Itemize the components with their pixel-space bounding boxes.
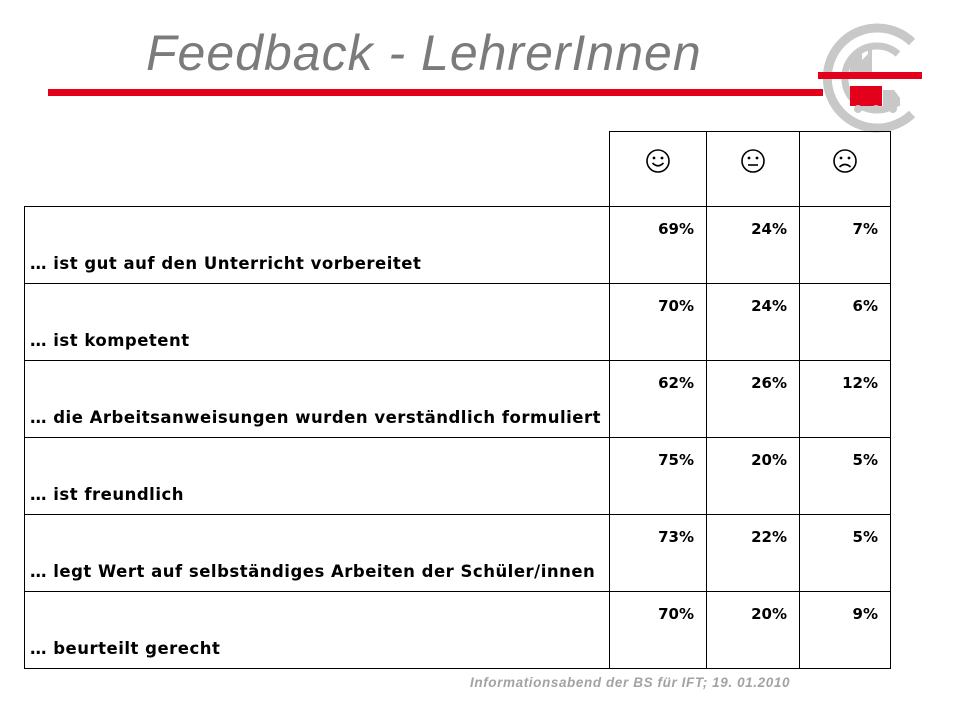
row-label: … legt Wert auf selbständiges Arbeiten d… [30, 562, 596, 581]
table-row: … legt Wert auf selbständiges Arbeiten d… [24, 514, 891, 592]
value-positive: 70% [609, 283, 707, 361]
value-positive: 73% [609, 514, 707, 592]
slide-title: Feedback - LehrerInnen [146, 25, 702, 81]
row-label: … ist freundlich [30, 485, 185, 504]
value-positive: 70% [609, 591, 707, 669]
row-label: … die Arbeitsanweisungen wurden verständ… [30, 408, 602, 427]
value-neutral: 20% [706, 591, 800, 669]
row-label-cell: … die Arbeitsanweisungen wurden verständ… [24, 360, 610, 438]
title-underline [48, 89, 823, 96]
row-label-cell: … legt Wert auf selbständiges Arbeiten d… [24, 514, 610, 592]
school-logo-icon [818, 23, 922, 133]
value-neutral: 24% [706, 206, 800, 284]
header-cell-negative [799, 131, 891, 207]
value-negative: 5% [799, 514, 891, 592]
smiley-sad-icon [833, 149, 857, 173]
row-label-cell: … ist kompetent [24, 283, 610, 361]
value-negative: 6% [799, 283, 891, 361]
table-row: … beurteilt gerecht 70% 20% 9% [24, 591, 891, 669]
value-negative: 12% [799, 360, 891, 438]
value-positive: 62% [609, 360, 707, 438]
value-neutral: 20% [706, 437, 800, 515]
row-label-cell: … ist gut auf den Unterricht vorbereitet [24, 206, 610, 284]
table-row: … ist gut auf den Unterricht vorbereitet… [24, 206, 891, 284]
header-cell-neutral [706, 131, 800, 207]
row-label: … ist gut auf den Unterricht vorbereitet [30, 254, 422, 273]
value-negative: 7% [799, 206, 891, 284]
row-label-cell: … beurteilt gerecht [24, 591, 610, 669]
table-row: … ist kompetent 70% 24% 6% [24, 283, 891, 361]
value-neutral: 26% [706, 360, 800, 438]
row-label: … ist kompetent [30, 331, 190, 350]
smiley-neutral-icon [741, 149, 765, 173]
value-neutral: 24% [706, 283, 800, 361]
feedback-table: … ist gut auf den Unterricht vorbereitet… [24, 131, 891, 669]
table-header-row [24, 131, 891, 207]
value-negative: 5% [799, 437, 891, 515]
table-row: … ist freundlich 75% 20% 5% [24, 437, 891, 515]
slide-footer: Informationsabend der BS für IFT; 19. 01… [470, 675, 791, 690]
header-empty-cell [24, 131, 610, 207]
value-positive: 75% [609, 437, 707, 515]
value-neutral: 22% [706, 514, 800, 592]
smiley-happy-icon [646, 149, 670, 173]
row-label: … beurteilt gerecht [30, 639, 221, 658]
row-label-cell: … ist freundlich [24, 437, 610, 515]
value-positive: 69% [609, 206, 707, 284]
value-negative: 9% [799, 591, 891, 669]
header-cell-positive [609, 131, 707, 207]
table-row: … die Arbeitsanweisungen wurden verständ… [24, 360, 891, 438]
